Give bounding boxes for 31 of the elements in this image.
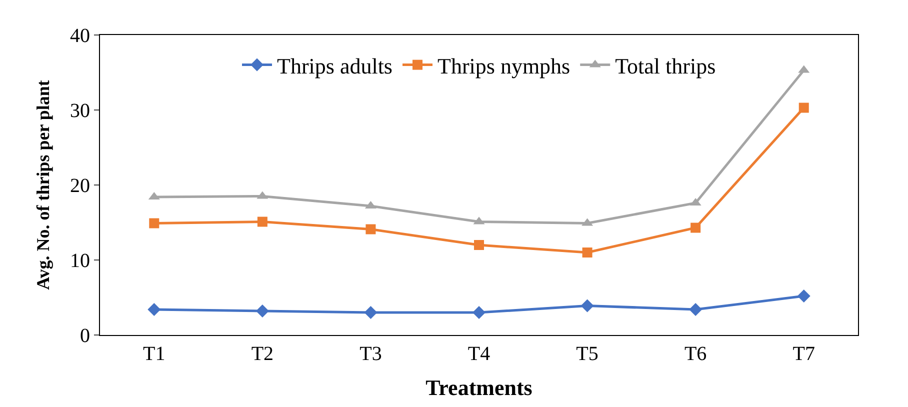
x-axis-title: Treatments [426,374,533,400]
x-tick-label: T1 [143,343,166,365]
point [366,224,376,234]
x-tick-label: T6 [684,343,707,365]
legend-label: Thrips nymphs [438,53,570,78]
x-tick-label: T7 [792,343,815,365]
point [472,306,486,319]
point [582,248,592,258]
legend-label: Thrips adults [277,53,392,78]
y-tick-label: 30 [70,100,90,122]
x-tick-label: T4 [468,343,490,365]
y-tick-label: 40 [70,25,90,47]
y-tick-label: 20 [70,175,90,197]
point [148,303,161,316]
y-axis-title: Avg. No. of thrips per plant [33,80,54,290]
point [256,304,269,318]
point [149,218,160,228]
point [364,306,378,319]
point [797,290,810,302]
point [474,240,484,250]
x-tick-label: T2 [251,343,274,365]
point [689,303,702,316]
point [690,222,701,233]
x-tick-label: T3 [360,343,382,365]
point [580,299,594,312]
y-tick-label: 10 [70,250,90,272]
point [257,216,268,227]
y-tick-label: 0 [80,325,90,347]
point [798,102,809,113]
x-tick-label: T5 [576,343,598,365]
legend-label: Total thrips [615,53,716,78]
